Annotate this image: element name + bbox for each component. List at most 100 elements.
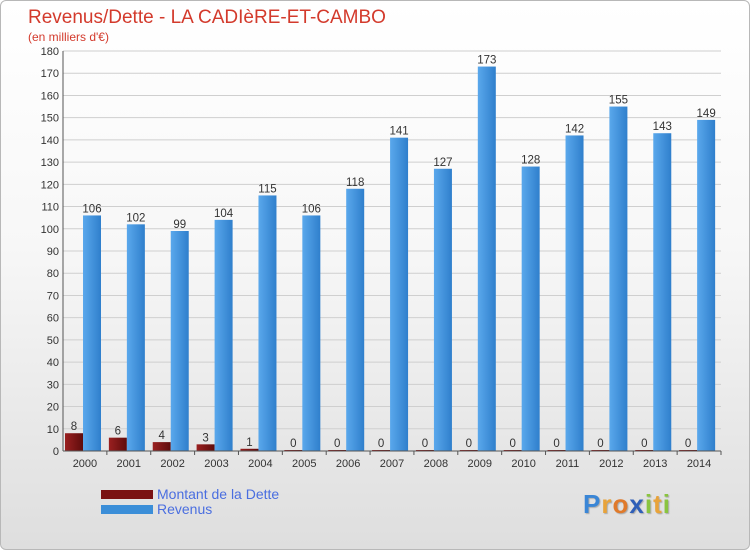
y-tick-label: 140 bbox=[41, 135, 59, 147]
logo-letter: i bbox=[662, 489, 671, 519]
bar-dette bbox=[65, 433, 83, 451]
data-label-revenus: 127 bbox=[433, 157, 452, 169]
data-label-revenus: 141 bbox=[389, 126, 408, 138]
y-tick-label: 100 bbox=[41, 224, 59, 236]
x-tick-label: 2002 bbox=[160, 458, 184, 470]
x-tick-label: 2005 bbox=[292, 458, 316, 470]
x-tick-label: 2011 bbox=[556, 458, 580, 470]
logo-letter: x bbox=[629, 489, 645, 519]
bar-dette bbox=[152, 442, 171, 451]
bar-revenus bbox=[521, 166, 540, 452]
logo-letter: i bbox=[644, 489, 654, 519]
bar-revenus bbox=[390, 137, 409, 451]
x-tick-label: 2001 bbox=[117, 458, 141, 470]
data-label-dette: 0 bbox=[290, 438, 296, 450]
y-tick-label: 120 bbox=[41, 179, 59, 191]
data-label-revenus: 143 bbox=[653, 121, 672, 133]
bar-revenus bbox=[697, 119, 716, 451]
data-label-dette: 0 bbox=[422, 438, 428, 450]
bar-revenus bbox=[653, 133, 672, 451]
bar-revenus bbox=[346, 188, 365, 451]
bar-revenus bbox=[170, 231, 189, 451]
y-tick-label: 20 bbox=[47, 402, 59, 414]
data-label-dette: 0 bbox=[685, 438, 691, 450]
y-tick-label: 60 bbox=[47, 313, 59, 325]
bar-revenus bbox=[609, 106, 628, 452]
data-label-revenus: 173 bbox=[477, 55, 496, 67]
y-tick-label: 180 bbox=[41, 46, 59, 58]
y-tick-label: 150 bbox=[41, 113, 59, 125]
data-label-dette: 0 bbox=[509, 438, 515, 450]
y-tick-label: 30 bbox=[47, 379, 59, 391]
data-label-revenus: 106 bbox=[82, 203, 101, 215]
data-label-revenus: 128 bbox=[521, 155, 540, 167]
data-label-dette: 1 bbox=[246, 437, 252, 449]
proxiti-logo: Proxiti bbox=[583, 489, 671, 520]
bar-revenus bbox=[258, 195, 277, 451]
data-label-revenus: 149 bbox=[697, 108, 716, 120]
legend-swatch-revenus bbox=[101, 505, 153, 514]
x-tick-label: 2014 bbox=[687, 458, 711, 470]
chart-subtitle: (en milliers d'€) bbox=[28, 30, 109, 44]
x-tick-label: 2006 bbox=[336, 458, 360, 470]
data-label-revenus: 142 bbox=[565, 123, 584, 135]
legend-label-revenus: Revenus bbox=[157, 501, 213, 517]
y-tick-label: 170 bbox=[41, 68, 59, 80]
data-label-dette: 0 bbox=[334, 438, 340, 450]
x-tick-label: 2003 bbox=[204, 458, 228, 470]
data-label-revenus: 102 bbox=[126, 212, 145, 224]
bar-revenus bbox=[214, 219, 233, 451]
data-label-dette: 8 bbox=[71, 421, 77, 433]
y-tick-label: 110 bbox=[41, 202, 59, 214]
data-label-dette: 0 bbox=[597, 438, 603, 450]
logo-letter: t bbox=[653, 489, 663, 519]
y-tick-label: 130 bbox=[41, 157, 59, 169]
bar-revenus bbox=[83, 215, 101, 451]
data-label-revenus: 104 bbox=[214, 208, 234, 220]
x-tick-label: 2000 bbox=[73, 458, 97, 470]
y-tick-label: 40 bbox=[47, 357, 59, 369]
y-tick-label: 0 bbox=[53, 446, 59, 458]
x-tick-label: 2010 bbox=[511, 458, 535, 470]
data-label-dette: 4 bbox=[159, 430, 166, 442]
chart-title: Revenus/Dette - LA CADIèRE-ET-CAMBO bbox=[28, 7, 386, 28]
y-tick-label: 80 bbox=[47, 268, 59, 280]
data-label-revenus: 106 bbox=[302, 203, 321, 215]
x-tick-label: 2004 bbox=[248, 458, 272, 470]
y-tick-label: 160 bbox=[41, 90, 59, 102]
data-label-revenus: 115 bbox=[258, 183, 276, 195]
bar-revenus bbox=[302, 215, 321, 451]
y-tick-label: 50 bbox=[47, 335, 59, 347]
bar-dette bbox=[240, 448, 259, 451]
y-tick-label: 90 bbox=[47, 246, 59, 258]
data-label-dette: 0 bbox=[553, 438, 559, 450]
x-tick-label: 2007 bbox=[380, 458, 404, 470]
data-label-dette: 0 bbox=[378, 438, 384, 450]
bar-revenus bbox=[477, 66, 496, 452]
bar-dette bbox=[108, 437, 127, 451]
data-label-revenus: 118 bbox=[346, 177, 364, 189]
legend-label-dette: Montant de la Dette bbox=[157, 486, 280, 502]
data-label-dette: 6 bbox=[115, 426, 121, 438]
logo-letter: r bbox=[601, 489, 613, 519]
x-tick-label: 2008 bbox=[424, 458, 448, 470]
y-tick-label: 10 bbox=[47, 424, 59, 436]
bar-revenus bbox=[126, 224, 145, 451]
legend-swatch-dette bbox=[101, 490, 153, 499]
y-tick-label: 70 bbox=[47, 290, 59, 302]
bar-dette bbox=[196, 444, 215, 451]
bar-revenus bbox=[433, 168, 452, 451]
logo-letter: o bbox=[612, 489, 630, 519]
data-label-revenus: 99 bbox=[173, 219, 186, 231]
data-label-revenus: 155 bbox=[609, 95, 628, 107]
x-tick-label: 2012 bbox=[599, 458, 623, 470]
x-tick-label: 2013 bbox=[643, 458, 667, 470]
x-tick-label: 2009 bbox=[467, 458, 491, 470]
bar-revenus bbox=[565, 135, 584, 451]
data-label-dette: 3 bbox=[202, 432, 208, 444]
logo-letter: P bbox=[583, 489, 602, 519]
data-label-dette: 0 bbox=[466, 438, 472, 450]
data-label-dette: 0 bbox=[641, 438, 647, 450]
